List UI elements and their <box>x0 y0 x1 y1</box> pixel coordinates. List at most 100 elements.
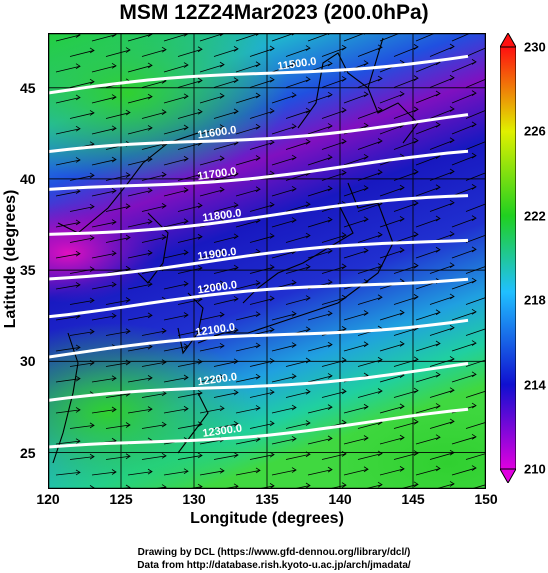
wind-arrow <box>465 137 486 150</box>
wind-arrow <box>105 359 131 367</box>
wind-arrow <box>415 434 441 445</box>
height-contours <box>48 54 469 449</box>
wind-arrow <box>163 93 189 104</box>
wind-arrow <box>451 121 477 135</box>
wind-streamlines <box>55 33 486 489</box>
wind-arrow <box>429 418 455 429</box>
wind-arrow <box>285 451 311 460</box>
wind-arrow <box>91 406 117 414</box>
wind-arrow <box>307 341 333 352</box>
plot-frame <box>48 33 486 489</box>
wind-arrow <box>343 403 369 414</box>
wind-arrow <box>321 107 347 119</box>
wind-arrow <box>91 375 117 383</box>
wind-arrow <box>285 232 311 243</box>
colorbar <box>500 33 516 483</box>
wind-arrow <box>55 344 81 352</box>
wind-arrow <box>141 452 167 460</box>
wind-arrow <box>307 248 333 259</box>
wind-arrow <box>285 420 311 429</box>
wind-arrow <box>177 202 203 212</box>
wind-arrow <box>55 282 81 290</box>
wind-arrow <box>55 125 81 135</box>
wind-arrow <box>199 311 225 321</box>
contour-label: 11900.0 <box>197 246 237 263</box>
wind-arrow <box>105 297 131 305</box>
x-tick-label: 150 <box>474 491 498 507</box>
wind-arrow <box>321 263 347 274</box>
wind-arrow <box>235 61 261 73</box>
wind-arrow <box>357 356 383 367</box>
wind-arrow <box>271 123 297 135</box>
x-axis-label: Longitude (degrees) <box>190 510 344 527</box>
wind-arrow <box>379 91 405 104</box>
wind-arrow <box>415 121 441 135</box>
green-region-sw <box>48 323 258 489</box>
wind-arrow <box>91 250 117 259</box>
wind-arrow <box>105 172 131 181</box>
wind-arrow <box>343 341 369 352</box>
wind-arrow <box>163 187 189 197</box>
wind-arrow <box>307 185 333 197</box>
wind-arrow <box>415 403 441 414</box>
contour-label: 11600.0 <box>197 124 237 141</box>
wind-arrow <box>415 371 441 383</box>
wind-arrow <box>199 93 225 104</box>
wind-arrow <box>105 453 131 460</box>
wind-arrow <box>393 262 419 274</box>
wind-arrow <box>177 46 203 57</box>
wind-arrow <box>393 450 419 460</box>
wind-arrow <box>249 451 275 460</box>
wind-arrow <box>141 171 167 181</box>
wind-arrow <box>69 110 95 119</box>
wind-arrow <box>105 422 131 429</box>
wind-arrow <box>415 465 441 476</box>
wind-arrow <box>307 466 333 476</box>
wind-arrow <box>343 185 369 197</box>
wind-arrow <box>362 481 383 489</box>
wind-arrow <box>249 139 275 150</box>
wind-arrow <box>271 92 297 104</box>
wind-arrow <box>177 77 203 88</box>
wind-arrow <box>235 92 261 104</box>
wind-arrow <box>465 387 486 398</box>
wind-arrow <box>379 434 405 445</box>
wind-arrow <box>55 63 81 73</box>
wind-arrow <box>285 76 311 88</box>
contour-label: 12000.0 <box>197 279 238 296</box>
wind-arrow <box>235 342 261 352</box>
wind-arrow <box>393 106 419 119</box>
wind-arrow <box>415 215 441 228</box>
wind-arrow <box>69 266 95 274</box>
contour-line <box>48 149 469 191</box>
wind-arrow <box>379 403 405 414</box>
wind-arrow <box>55 157 81 166</box>
wind-arrow <box>141 203 167 212</box>
wind-arrow <box>141 390 167 398</box>
wind-arrow <box>69 422 95 429</box>
wind-arrow <box>321 169 347 181</box>
wind-arrow <box>213 108 239 119</box>
wind-arrow <box>357 450 383 460</box>
wind-arrow <box>91 219 117 228</box>
wind-arrow <box>91 33 117 42</box>
wind-arrow <box>55 94 81 104</box>
contour-line <box>48 54 469 95</box>
wind-arrow <box>91 156 117 166</box>
wind-arrow <box>429 449 455 460</box>
wind-arrow <box>69 453 95 460</box>
wind-arrow <box>177 171 203 181</box>
wind-arrow <box>343 466 369 476</box>
wind-arrow <box>69 78 95 88</box>
wind-arrow <box>177 358 203 367</box>
wind-arrow <box>199 61 225 73</box>
coastlines <box>52 37 419 464</box>
wind-arrow <box>271 342 297 352</box>
wind-arrow <box>343 310 369 321</box>
wind-arrow <box>285 263 311 274</box>
wind-arrow <box>213 46 239 57</box>
wind-arrow <box>249 76 275 88</box>
colorbar-tick-label: 214 <box>524 377 546 393</box>
wind-arrow <box>69 47 95 57</box>
wind-arrow <box>163 405 189 414</box>
